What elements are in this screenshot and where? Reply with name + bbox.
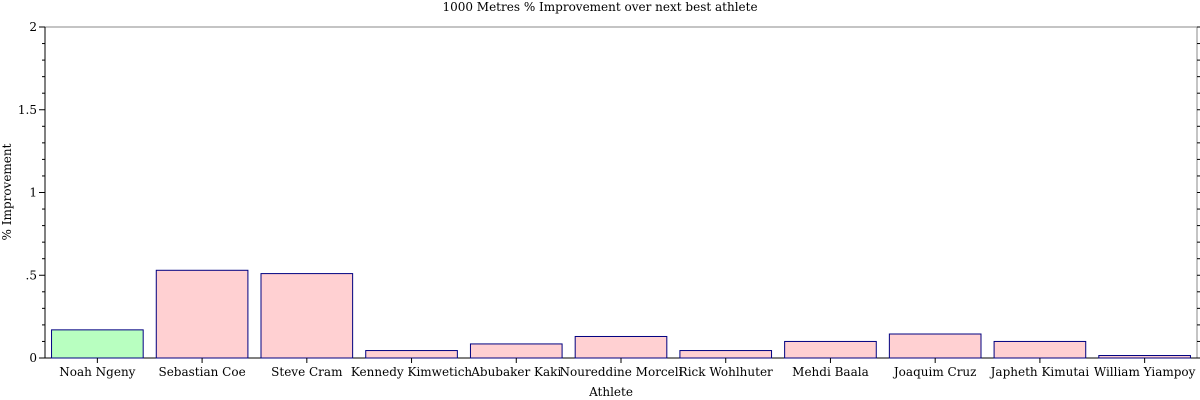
x-tick-label: Kennedy Kimwetich (351, 365, 473, 379)
bar-rick-wohlhuter (679, 350, 773, 359)
x-axis-label: Athlete (588, 385, 633, 399)
x-tick-label: Joaquim Cruz (892, 365, 977, 379)
chart-title: 1000 Metres % Improvement over next best… (442, 0, 757, 14)
x-tick-label: Japheth Kimutai (989, 365, 1090, 379)
bar-kennedy-kimwetich (365, 350, 458, 359)
bar-steve-cram (260, 273, 354, 359)
y-axis-label: % Improvement (0, 143, 14, 240)
x-axis: Noah Ngeny Sebastian Coe Steve Cram Kennedy… (59, 358, 1196, 379)
bar-noah-ngeny (51, 329, 144, 359)
x-tick-label: Abubaker Kaki (470, 365, 561, 379)
y-tick-label: 1 (29, 186, 37, 200)
bar-william-yiampoy (1098, 355, 1191, 359)
bars (51, 269, 1191, 359)
y-tick-label: .5 (26, 268, 37, 282)
x-tick-label: Mehdi Baala (792, 365, 869, 379)
bar-mehdi-baala (784, 340, 877, 359)
bar-abubaker-kaki (469, 343, 563, 359)
bar-sebastian-coe (155, 269, 249, 359)
bar-japheth-kimutai (993, 340, 1087, 359)
x-tick-label: Rick Wohlhuter (679, 365, 773, 379)
bar-joaquim-cruz (888, 333, 982, 359)
y-tick-label: 2 (29, 20, 37, 34)
y-tick-label: 0 (29, 351, 37, 365)
x-tick-label: Steve Cram (271, 365, 343, 379)
bar-noureddine-morceli (574, 335, 668, 359)
y-axis: 0 .5 1 1.5 2 (18, 20, 1200, 365)
x-tick-label: Sebastian Coe (158, 365, 245, 379)
y-tick-label: 1.5 (18, 103, 37, 117)
x-tick-label: William Yiampoy (1094, 365, 1196, 379)
x-tick-label: Noureddine Morceli (560, 365, 683, 379)
x-tick-label: Noah Ngeny (59, 365, 135, 379)
